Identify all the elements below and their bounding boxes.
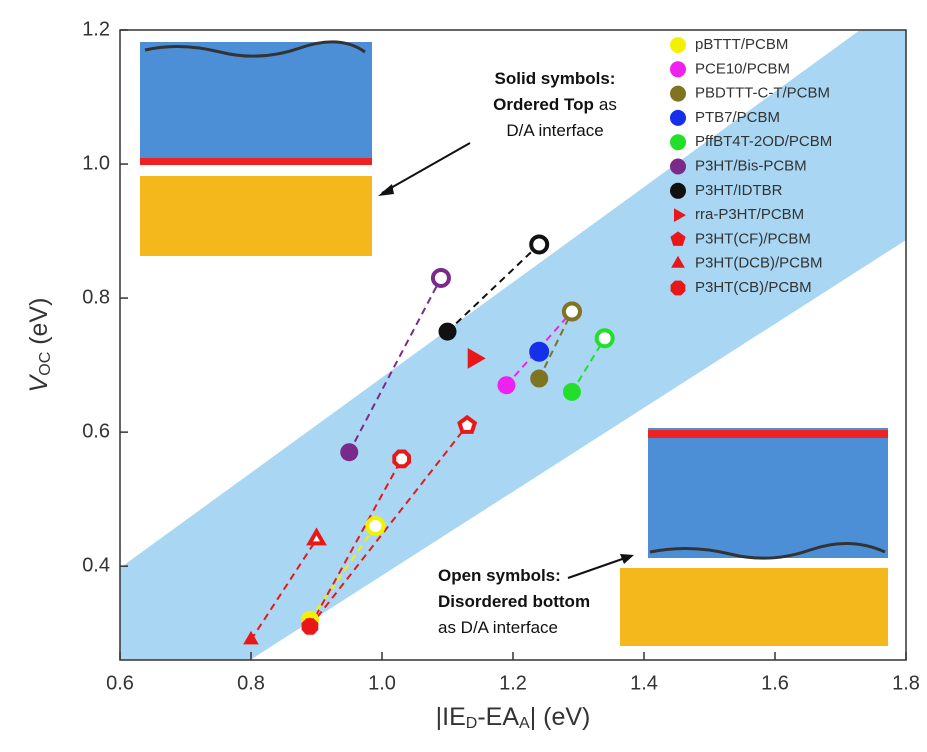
y-tick-label: 1.0 — [82, 152, 110, 174]
x-axis-label-part: | (eV) — [530, 703, 591, 731]
point-solid — [340, 443, 358, 461]
x-tick-label: 1.0 — [368, 672, 396, 694]
legend-marker — [670, 86, 686, 102]
point-open — [531, 236, 547, 252]
point-solid — [302, 618, 319, 635]
legend-label: P3HT/IDTBR — [695, 182, 783, 199]
legend-marker — [671, 281, 686, 296]
legend-label: P3HT(CB)/PCBM — [695, 279, 812, 296]
annotation-part: as D/A interface — [438, 618, 558, 637]
inset-disordered — [620, 428, 888, 646]
legend-label: P3HT/Bis-PCBM — [695, 157, 807, 174]
annotation: Open symbols: — [438, 566, 561, 585]
legend-label: PBDTTT-C-T/PCBM — [695, 85, 830, 102]
annotation: Disordered bottom — [438, 592, 590, 611]
x-axis-label-part: -EA — [477, 703, 519, 731]
point-open — [460, 417, 475, 432]
point-solid — [530, 343, 548, 361]
annotation: as D/A interface — [438, 618, 558, 637]
point-solid — [439, 323, 457, 341]
x-axis-label: |IED-EAA| (eV) — [436, 703, 591, 733]
legend-label: P3HT(CF)/PCBM — [695, 230, 811, 247]
x-tick-label: 0.6 — [106, 672, 134, 694]
y-axis-label: VOC (eV) — [25, 298, 55, 393]
legend-label: PTB7/PCBM — [695, 109, 780, 126]
inset-ordered — [140, 42, 372, 256]
legend-marker — [670, 37, 686, 53]
legend-marker — [670, 134, 686, 150]
arrow — [382, 143, 470, 193]
annotation-part: D/A interface — [506, 121, 603, 140]
point-open — [564, 303, 580, 319]
arrow-head — [620, 554, 634, 564]
legend-label: pBTTT/PCBM — [695, 36, 788, 53]
legend-marker — [670, 110, 686, 126]
annotation-part: Ordered Top — [493, 95, 594, 114]
annotation: D/A interface — [506, 121, 603, 140]
annotation: Ordered Top as — [493, 95, 617, 114]
chart: 0.60.81.01.21.41.61.80.40.60.81.01.2|IED… — [0, 0, 927, 747]
point-solid — [563, 383, 581, 401]
x-tick-label: 1.4 — [630, 672, 658, 694]
x-axis-label-part: D — [466, 715, 478, 732]
legend-label: PffBT4T-2OD/PCBM — [695, 133, 832, 150]
annotation-part: as — [599, 95, 617, 114]
arrow — [568, 557, 628, 578]
x-tick-label: 1.6 — [761, 672, 789, 694]
arrow-head — [378, 184, 394, 196]
point-solid — [530, 370, 548, 388]
y-tick-label: 1.2 — [82, 18, 110, 40]
x-axis-label-part: |IE — [436, 703, 466, 731]
y-tick-label: 0.6 — [82, 420, 110, 442]
x-tick-label: 1.8 — [892, 672, 920, 694]
point-open — [394, 452, 409, 467]
y-axis-label-part: OC — [37, 352, 54, 376]
point-open — [433, 270, 449, 286]
annotation-part: Disordered bottom — [438, 592, 590, 611]
annotation: Solid symbols: — [495, 69, 616, 88]
point-solid — [497, 376, 515, 394]
legend-marker — [670, 61, 686, 77]
x-axis-label-part: A — [519, 715, 530, 732]
legend-label: PCE10/PCBM — [695, 60, 790, 77]
legend-label: P3HT(DCB)/PCBM — [695, 255, 823, 272]
legend-label: rra-P3HT/PCBM — [695, 206, 804, 223]
annotation-part: Solid symbols: — [495, 69, 616, 88]
y-tick-label: 0.8 — [82, 286, 110, 308]
legend-marker — [670, 183, 686, 199]
y-axis-label-part: (eV) — [25, 298, 53, 352]
point-open — [597, 330, 613, 346]
x-tick-label: 0.8 — [237, 672, 265, 694]
y-tick-label: 0.4 — [82, 554, 110, 576]
x-tick-label: 1.2 — [499, 672, 527, 694]
legend-marker — [670, 159, 686, 175]
annotation-part: Open symbols: — [438, 566, 561, 585]
point-open — [367, 518, 383, 534]
